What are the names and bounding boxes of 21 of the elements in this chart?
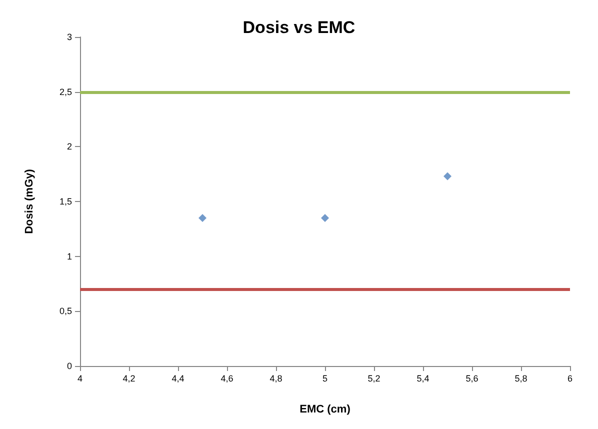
x-tick-label: 5 <box>322 374 328 384</box>
y-tick-label: 0,5 <box>59 306 72 316</box>
y-tick-label: 1 <box>66 251 72 262</box>
chart-title: Dosis vs EMC <box>242 18 356 37</box>
y-tick-label: 2,5 <box>59 86 72 97</box>
x-tick-label: 5,4 <box>416 374 430 384</box>
x-tick-label: 4 <box>77 374 83 384</box>
x-tick-label: 5,2 <box>368 374 380 384</box>
x-tick-label: 4,6 <box>220 374 234 384</box>
x-tick-label: 4,8 <box>270 374 282 384</box>
y-tick-label: 3 <box>66 32 72 42</box>
x-tick-label: 4,4 <box>172 374 184 384</box>
x-tick-label: 6 <box>567 374 573 384</box>
x-tick-label: 5,8 <box>514 374 528 384</box>
y-tick-label: 2 <box>66 142 72 152</box>
x-axis-title: EMC (cm) <box>300 404 351 416</box>
x-tick-label: 5,6 <box>466 374 478 384</box>
y-axis-title: Dosis (mGy) <box>24 168 36 234</box>
y-tick-label: 0 <box>66 361 72 371</box>
y-tick-label: 1,5 <box>59 196 72 206</box>
x-tick-label: 4,2 <box>122 374 136 384</box>
